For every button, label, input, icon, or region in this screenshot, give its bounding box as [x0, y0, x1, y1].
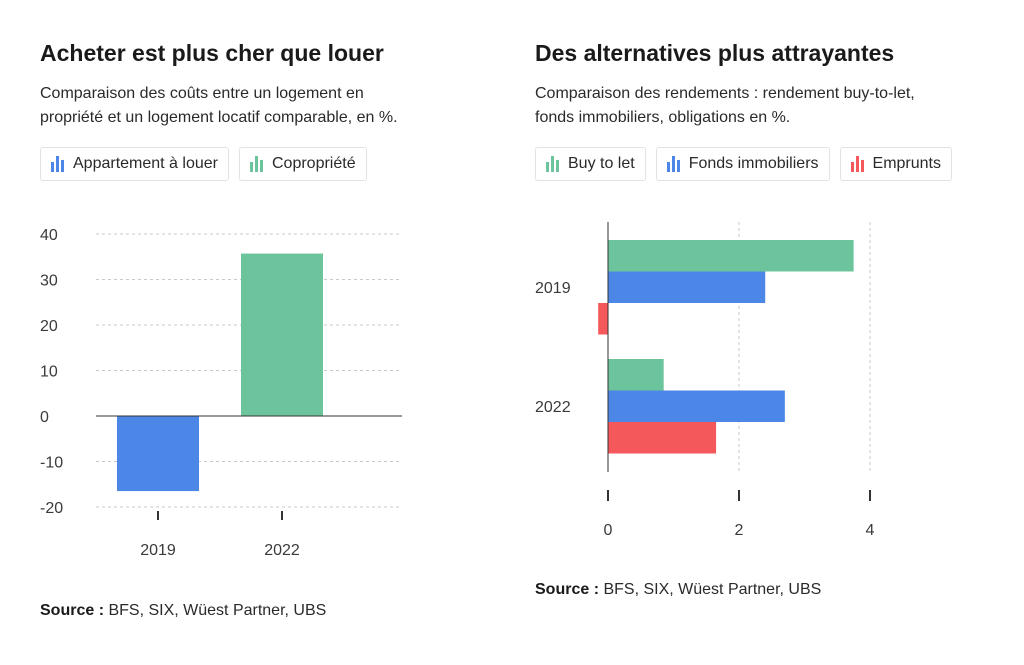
left-legend: Appartement à louer Copropriété [40, 147, 367, 181]
right-legend: Buy to let Fonds immobiliers Emprunts [535, 147, 952, 181]
right-bar-chart: 0 2 4 2019 2022 [535, 222, 875, 539]
left-y-tick-label: 30 [40, 273, 58, 290]
bar-chart-icon [249, 156, 263, 172]
left-y-tick-label: -20 [40, 500, 63, 517]
right-x-tick-label: 0 [604, 522, 613, 539]
right-subtitle-line1: Comparaison des rendements : rendement b… [535, 85, 915, 102]
right-x-tick-label: 2 [735, 522, 744, 539]
bar-chart-icon [850, 156, 864, 172]
left-y-tick-label: 0 [40, 409, 49, 426]
right-chart-subtitle: Comparaison des rendements : rendement b… [535, 82, 915, 130]
bar-chart-icon [546, 156, 559, 172]
left-legend-label: Copropriété [271, 155, 356, 172]
left-bar-chart: 40 30 20 10 0 -10 -20 2019 2022 [40, 227, 402, 559]
left-subtitle-line2: propriété et un logement locatif compara… [40, 109, 398, 126]
left-legend-label: Appartement à louer [73, 155, 218, 172]
left-bar-copropriete-2022 [241, 253, 323, 416]
bar-chart-icon [51, 156, 64, 172]
left-x-tick-label: 2022 [264, 542, 300, 559]
left-chart-title: Acheter est plus cher que louer [40, 40, 384, 66]
left-y-tick-label: 20 [40, 318, 58, 335]
left-x-tick-label: 2019 [140, 542, 176, 559]
left-source-text: BFS, SIX, Wüest Partner, UBS [104, 602, 327, 619]
left-bar-appartement-a-louer-2019 [117, 416, 199, 492]
right-chart-title: Des alternatives plus attrayantes [535, 40, 895, 66]
right-legend-label: Buy to let [568, 155, 635, 172]
right-bar-fonds-immobiliers-2019 [608, 271, 766, 303]
right-legend-item-emprunts: Emprunts [839, 147, 952, 181]
right-bar-emprunts-2019 [598, 303, 608, 335]
right-panel: Des alternatives plus attrayantes Compar… [512, 0, 1024, 665]
left-legend-item-copropriete: Copropriété [238, 147, 367, 181]
right-bar-buy-to-let-2019 [608, 240, 854, 272]
left-y-tick-label: -10 [40, 455, 63, 472]
right-source-label: Source : [535, 581, 600, 598]
left-source: Source : BFS, SIX, Wüest Partner, UBS [40, 602, 326, 620]
left-chart-subtitle: Comparaison des coûts entre un logement … [40, 82, 398, 130]
left-source-label: Source : [40, 602, 105, 619]
right-source: Source : BFS, SIX, Wüest Partner, UBS [535, 581, 821, 599]
left-y-tick-label: 40 [40, 227, 58, 244]
right-y-category-label: 2019 [535, 280, 571, 297]
right-bar-fonds-immobiliers-2022 [608, 390, 785, 422]
left-y-tick-label: 10 [40, 364, 58, 381]
left-legend-item-appartement-a-louer: Appartement à louer [40, 147, 229, 181]
left-panel: Acheter est plus cher que louer Comparai… [40, 40, 402, 620]
right-subtitle-line2: fonds immobiliers, obligations en %. [535, 109, 791, 126]
right-y-category-label: 2022 [535, 399, 571, 416]
right-source-text: BFS, SIX, Wüest Partner, UBS [599, 581, 822, 598]
right-legend-item-fonds-immobiliers: Fonds immobiliers [655, 147, 830, 181]
right-legend-item-buy-to-let: Buy to let [535, 147, 646, 181]
right-bar-emprunts-2022 [608, 422, 717, 454]
right-legend-label: Fonds immobiliers [688, 155, 819, 172]
left-subtitle-line1: Comparaison des coûts entre un logement … [40, 85, 364, 102]
bar-chart-icon [666, 156, 680, 172]
right-bar-buy-to-let-2022 [608, 359, 664, 391]
right-x-tick-label: 4 [866, 522, 875, 539]
right-legend-label: Emprunts [872, 155, 941, 172]
